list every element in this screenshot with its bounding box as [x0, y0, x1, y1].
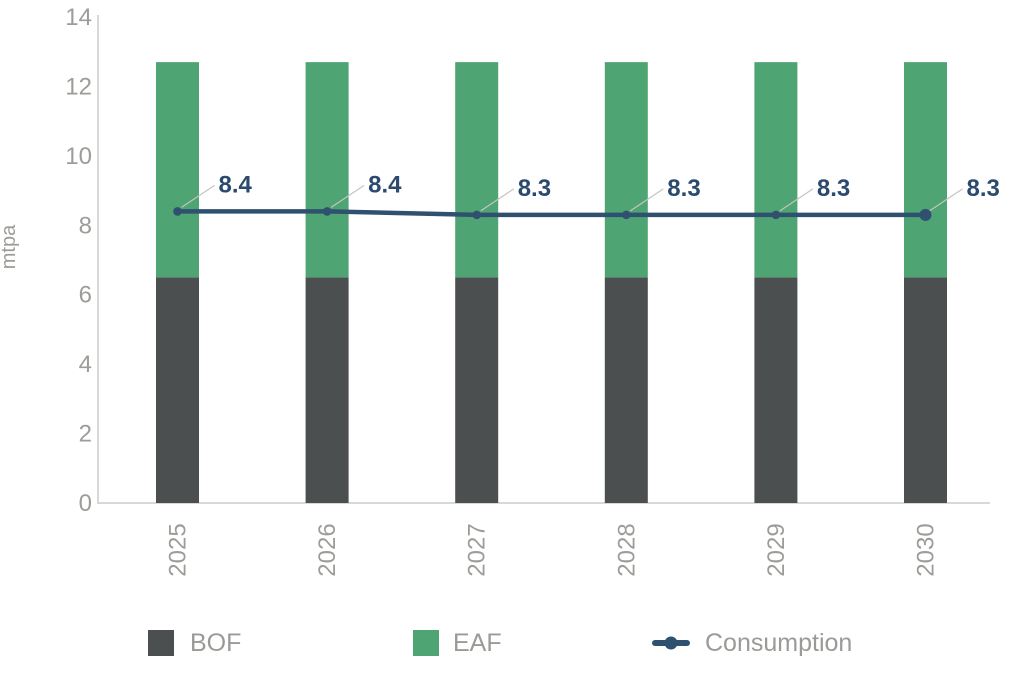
data-label-leader-line: [629, 188, 664, 212]
consumption-value-label-2029: 8.3: [817, 175, 850, 202]
data-label-leader-line: [929, 188, 963, 212]
data-label-leader-line: [181, 184, 215, 208]
legend-label-consumption: Consumption: [705, 629, 852, 657]
data-label-leader-line: [480, 188, 515, 212]
x-axis-label-2029: 2029: [763, 523, 790, 576]
bar-bof-2026: [305, 277, 349, 503]
consumption-point-2029: [771, 210, 781, 220]
consumption-value-label-2028: 8.3: [667, 175, 700, 202]
bar-bof-2025: [156, 277, 199, 503]
bar-bof-2028: [604, 277, 648, 503]
y-tick-label-6: 6: [79, 282, 92, 309]
bar-eaf-2028: [604, 62, 648, 278]
consumption-point-2026: [322, 207, 332, 216]
legend-marker-consumption: [664, 636, 678, 650]
consumption-point-2027: [472, 210, 482, 220]
bar-eaf-2030: [904, 62, 947, 278]
x-axis-label-2026: 2026: [314, 523, 341, 576]
x-axis-label-2027: 2027: [464, 523, 491, 576]
bar-eaf-2026: [305, 62, 349, 278]
x-axis-label-2025: 2025: [165, 523, 192, 576]
x-axis-label-2028: 2028: [613, 523, 640, 576]
x-axis-label-2030: 2030: [913, 523, 940, 576]
y-tick-label-2: 2: [79, 421, 92, 448]
y-tick-label-0: 0: [79, 490, 92, 517]
legend-label-bof: BOF: [190, 629, 241, 657]
bar-eaf-2027: [455, 62, 499, 278]
consumption-value-label-2030: 8.3: [967, 175, 1000, 202]
y-axis-title: mtpa: [0, 224, 20, 269]
consumption-value-label-2025: 8.4: [219, 171, 253, 198]
x-axis-labels: 2025 2026 2027 2028 2029 2030: [165, 523, 940, 576]
bar-bof-2027: [455, 277, 499, 503]
consumption-line: [175, 209, 928, 218]
consumption-point-2030: [919, 208, 932, 221]
bar-series-layer: [156, 62, 947, 503]
legend-swatch-eaf: [413, 630, 439, 656]
bar-bof-2030: [904, 277, 947, 503]
y-tick-label-12: 12: [65, 73, 92, 100]
bar-eaf-2025: [156, 62, 199, 278]
legend-label-eaf: EAF: [453, 629, 502, 657]
y-tick-label-4: 4: [79, 351, 92, 378]
bar-bof-2029: [754, 277, 798, 503]
legend: BOF EAF Consumption: [148, 629, 852, 657]
data-label-leader-line: [330, 184, 365, 208]
y-tick-label-10: 10: [65, 143, 92, 170]
y-tick-label-8: 8: [79, 212, 92, 239]
data-label-leader-line: [779, 188, 814, 212]
consumption-line-layer: 8.4 8.4 8.3 8.3 8.3 8.3: [173, 171, 1000, 221]
legend-swatch-bof: [148, 630, 174, 656]
y-tick-label-14: 14: [65, 4, 92, 31]
consumption-value-label-2027: 8.3: [518, 175, 551, 202]
consumption-point-2025: [173, 207, 182, 216]
consumption-point-2028: [622, 210, 631, 220]
consumption-value-label-2026: 8.4: [368, 171, 402, 198]
y-axis-tick-labels: 0 2 4 6 8 10 12 14: [65, 4, 92, 517]
bar-eaf-2029: [754, 62, 798, 278]
